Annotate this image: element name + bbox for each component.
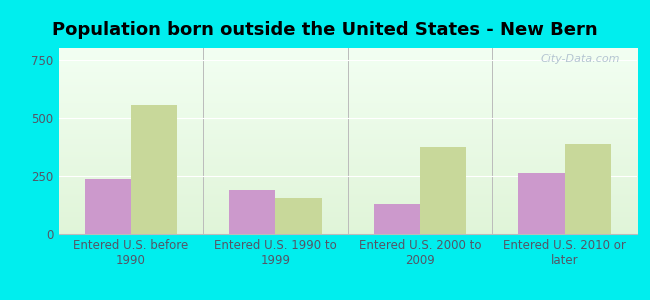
Bar — [131, 105, 177, 234]
Bar — [565, 145, 611, 234]
Text: City-Data.com: City-Data.com — [540, 54, 619, 64]
Bar — [276, 198, 322, 234]
Bar — [84, 179, 131, 234]
Bar — [519, 173, 565, 234]
Bar — [420, 147, 466, 234]
Bar — [374, 204, 420, 234]
Bar — [229, 190, 276, 234]
Text: Population born outside the United States - New Bern: Population born outside the United State… — [52, 21, 598, 39]
